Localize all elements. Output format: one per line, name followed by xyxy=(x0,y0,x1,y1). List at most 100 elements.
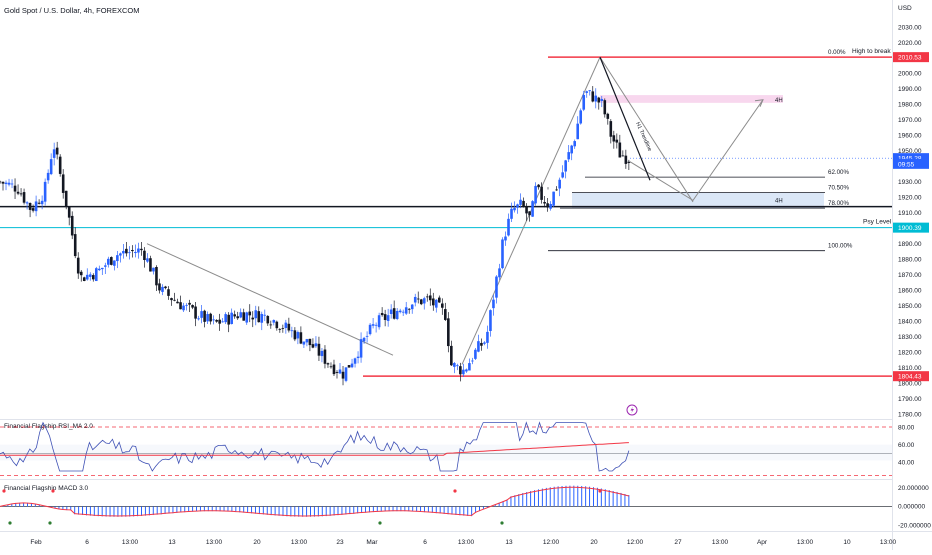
candle xyxy=(215,319,218,323)
candle xyxy=(585,90,589,98)
candle xyxy=(528,211,531,222)
lightning-icon-bolt[interactable] xyxy=(630,406,635,414)
candle xyxy=(242,308,246,321)
price-tick-label: 1920.00 xyxy=(898,195,922,202)
candle xyxy=(293,327,297,342)
price-tag-bg xyxy=(893,371,929,382)
candle xyxy=(73,227,77,259)
candle-body xyxy=(495,276,498,298)
demand-zone-4h xyxy=(572,192,824,209)
macd-signal-dot xyxy=(453,489,457,493)
candle-body xyxy=(197,318,200,320)
candle-body xyxy=(293,330,297,340)
candle xyxy=(380,307,384,317)
candle xyxy=(465,368,468,373)
candle xyxy=(43,178,47,206)
candle xyxy=(308,338,312,352)
candle xyxy=(504,231,507,246)
candle xyxy=(49,153,53,176)
candle xyxy=(251,311,255,328)
macd-label: Financial Flagship MACD 3.0 xyxy=(4,485,89,492)
candle xyxy=(540,182,543,204)
candle xyxy=(323,345,327,369)
time-tick-label: 23 xyxy=(336,539,344,546)
candle-body xyxy=(609,121,613,137)
candle xyxy=(627,159,631,170)
candle-body xyxy=(140,248,143,251)
rsi-tick-label: 80.00 xyxy=(898,424,915,431)
time-tick-label: 20 xyxy=(590,539,598,546)
candle xyxy=(25,201,29,210)
candle-body xyxy=(82,277,86,282)
currency-label: USD xyxy=(898,5,912,12)
candle xyxy=(561,165,564,179)
candle xyxy=(579,108,583,125)
candle xyxy=(218,313,221,331)
candle-body xyxy=(194,306,197,319)
candle-body xyxy=(398,310,402,313)
candles xyxy=(0,86,631,386)
candle-body xyxy=(233,314,236,317)
candle-body xyxy=(576,123,580,140)
rally-line xyxy=(461,56,601,365)
candle-body xyxy=(627,161,631,163)
candle xyxy=(368,323,372,336)
candle xyxy=(498,263,501,280)
candle-body xyxy=(88,274,92,277)
price-tick-label: 1950.00 xyxy=(898,148,922,155)
candle xyxy=(383,309,387,327)
candle xyxy=(459,362,462,382)
candle-body xyxy=(410,304,414,310)
candle xyxy=(296,330,300,345)
candle xyxy=(302,341,306,349)
candle xyxy=(37,199,41,205)
candle-body xyxy=(582,94,586,110)
candle-body xyxy=(447,318,450,347)
candle xyxy=(410,304,414,314)
lightning-icon[interactable] xyxy=(626,404,638,416)
candle-body xyxy=(618,142,622,158)
candle-body xyxy=(230,312,233,325)
candle-body xyxy=(236,316,240,319)
candle-body xyxy=(314,343,318,347)
candle-body xyxy=(624,155,628,164)
candle xyxy=(40,195,44,210)
downtrend-line xyxy=(146,243,394,356)
price-tick-label: 2020.00 xyxy=(898,40,922,47)
candle xyxy=(401,309,405,316)
candle xyxy=(525,203,528,221)
candle-body xyxy=(260,313,264,323)
candle-body xyxy=(531,201,534,217)
candle-body xyxy=(585,91,589,93)
candle-body xyxy=(588,90,592,92)
candle xyxy=(510,202,513,223)
candle-body xyxy=(311,344,315,348)
price-tag-bg xyxy=(893,158,929,169)
fib-label: 0.00% xyxy=(828,49,846,56)
candle-body xyxy=(91,275,95,280)
candle-body xyxy=(507,218,510,236)
candle xyxy=(591,86,595,103)
price-tag-bg xyxy=(893,222,929,233)
candle xyxy=(431,292,435,311)
fib-label: 62.00% xyxy=(828,169,849,176)
candle xyxy=(0,180,2,184)
candle-body xyxy=(510,208,513,219)
price-tag-text: 2010.53 xyxy=(898,55,922,62)
h1-trendline xyxy=(599,56,651,181)
zone-label-4h: 4H xyxy=(775,198,783,204)
price-axis: USD2030.002020.002010.002000.001990.0019… xyxy=(893,5,929,418)
candle-body xyxy=(200,311,203,318)
rsi-pane: Financial Flagship RSI_MA 2.0 80.00 60.00 4… xyxy=(0,421,915,476)
candle xyxy=(305,338,309,347)
candle-body xyxy=(425,296,429,298)
candle-body xyxy=(540,186,543,200)
rsi-tick-label: 40.00 xyxy=(898,459,915,466)
candle xyxy=(486,325,489,349)
candle-body xyxy=(34,201,38,212)
candle-body xyxy=(338,369,342,374)
candle-body xyxy=(522,200,525,207)
candle-body xyxy=(257,311,261,323)
